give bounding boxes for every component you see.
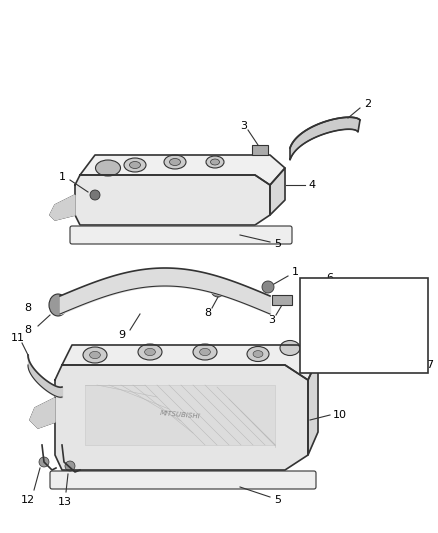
Ellipse shape (90, 351, 100, 359)
Ellipse shape (145, 349, 155, 356)
Ellipse shape (379, 325, 411, 355)
Circle shape (65, 461, 75, 471)
Ellipse shape (124, 158, 146, 172)
Text: 4: 4 (308, 180, 315, 190)
Ellipse shape (49, 294, 67, 316)
Ellipse shape (206, 156, 224, 168)
Bar (272, 295, 292, 305)
Text: 3: 3 (240, 121, 247, 131)
Text: 1: 1 (59, 172, 66, 182)
Ellipse shape (193, 344, 217, 360)
Polygon shape (30, 398, 55, 428)
Polygon shape (75, 175, 270, 225)
Ellipse shape (164, 155, 186, 169)
Polygon shape (50, 195, 75, 220)
Ellipse shape (95, 160, 120, 176)
Polygon shape (290, 117, 360, 160)
Ellipse shape (200, 349, 210, 356)
Ellipse shape (253, 351, 263, 357)
Text: 5: 5 (275, 239, 282, 249)
Ellipse shape (170, 158, 180, 166)
Ellipse shape (130, 161, 141, 168)
Circle shape (90, 190, 100, 200)
Text: 2: 2 (364, 99, 371, 109)
Text: 7: 7 (427, 360, 434, 370)
Polygon shape (308, 358, 318, 455)
Ellipse shape (211, 159, 219, 165)
Text: 3: 3 (268, 315, 276, 325)
Text: 8: 8 (25, 303, 32, 313)
FancyBboxPatch shape (50, 471, 316, 489)
Text: 8: 8 (205, 308, 212, 318)
Circle shape (211, 283, 225, 297)
Ellipse shape (320, 301, 350, 329)
Polygon shape (55, 365, 308, 470)
Text: 10: 10 (333, 410, 347, 420)
Bar (300, 278, 428, 373)
Text: 12: 12 (21, 495, 35, 505)
Bar (252, 145, 268, 155)
Ellipse shape (83, 347, 107, 363)
Ellipse shape (280, 341, 300, 356)
Bar (85, 385, 275, 445)
Polygon shape (80, 155, 285, 185)
Ellipse shape (309, 290, 361, 340)
Text: MITSUBISHI: MITSUBISHI (159, 410, 201, 420)
Text: 11: 11 (11, 333, 25, 343)
Text: 9: 9 (118, 330, 126, 340)
Ellipse shape (371, 317, 419, 363)
Ellipse shape (138, 344, 162, 360)
Text: 13: 13 (58, 497, 72, 507)
Text: 8: 8 (25, 325, 32, 335)
Text: 5: 5 (275, 495, 282, 505)
Polygon shape (270, 168, 285, 215)
Ellipse shape (247, 346, 269, 361)
Circle shape (39, 457, 49, 467)
Text: 6: 6 (326, 273, 333, 283)
Circle shape (262, 281, 274, 293)
Text: 1: 1 (292, 267, 299, 277)
Ellipse shape (330, 311, 340, 319)
FancyBboxPatch shape (70, 226, 292, 244)
Polygon shape (62, 345, 318, 380)
